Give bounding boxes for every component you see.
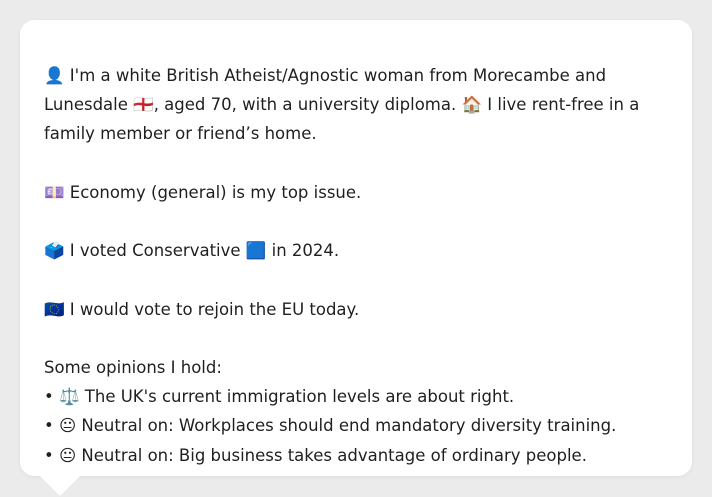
opinion-text: Neutral on: Big business takes advantage… — [76, 445, 587, 465]
opinion-item: • 😐 Neutral on: Workplaces should end ma… — [44, 411, 668, 440]
speech-bubble-tail — [40, 476, 80, 496]
bullet-mark: • — [44, 387, 59, 407]
bio-text-1: I'm a white British Atheist/Agnostic wom… — [44, 66, 607, 115]
eu-text: I would vote to rejoin the EU today. — [64, 299, 360, 319]
spacer — [44, 149, 668, 178]
blue-square-icon: 🟦 — [245, 241, 267, 261]
top-issue-line: 💷 Economy (general) is my top issue. — [44, 178, 668, 207]
bullet-mark: • — [44, 445, 59, 465]
vote-text-1: I voted Conservative — [64, 241, 246, 261]
scales-icon: ⚖️ — [58, 387, 80, 407]
eu-flag-icon: 🇪🇺 — [44, 299, 65, 319]
england-flag-icon: 🏴󠁧󠁢󠁥󠁮󠁧󠁿 — [133, 95, 154, 115]
bullet-mark: • — [44, 416, 59, 436]
vote-line: 🗳️ I voted Conservative 🟦 in 2024. — [44, 236, 668, 265]
spacer — [44, 324, 668, 353]
opinion-item: • 😐 Neutral on: Big business takes advan… — [44, 441, 668, 470]
neutral-face-icon: 😐 — [58, 416, 77, 436]
house-icon: 🏠 — [461, 95, 483, 115]
ballot-box-icon: 🗳️ — [44, 241, 65, 261]
neutral-face-icon: 😐 — [58, 445, 77, 465]
bio-text-2: , aged 70, with a university diploma. — [153, 95, 462, 115]
person-icon: 👤 — [44, 66, 65, 85]
top-issue-text: Economy (general) is my top issue. — [64, 182, 362, 202]
bio-text-3: I live rent-free in a family member or f… — [44, 95, 640, 144]
spacer — [44, 265, 668, 294]
opinion-item: • ⚖️ The UK's current immigration levels… — [44, 382, 668, 411]
opinion-text: The UK's current immigration levels are … — [79, 387, 515, 407]
opinions-heading: Some opinions I hold: — [44, 357, 222, 377]
eu-line: 🇪🇺 I would vote to rejoin the EU today. — [44, 295, 668, 324]
persona-card: 👤 I'm a white British Atheist/Agnostic w… — [20, 20, 692, 476]
bio-paragraph: 👤 I'm a white British Atheist/Agnostic w… — [44, 61, 668, 149]
spacer — [44, 207, 668, 236]
opinions-list: • ⚖️ The UK's current immigration levels… — [44, 382, 668, 470]
vote-text-2: in 2024. — [266, 241, 340, 261]
money-icon: 💷 — [44, 182, 65, 202]
opinion-text: Neutral on: Workplaces should end mandat… — [76, 416, 617, 436]
